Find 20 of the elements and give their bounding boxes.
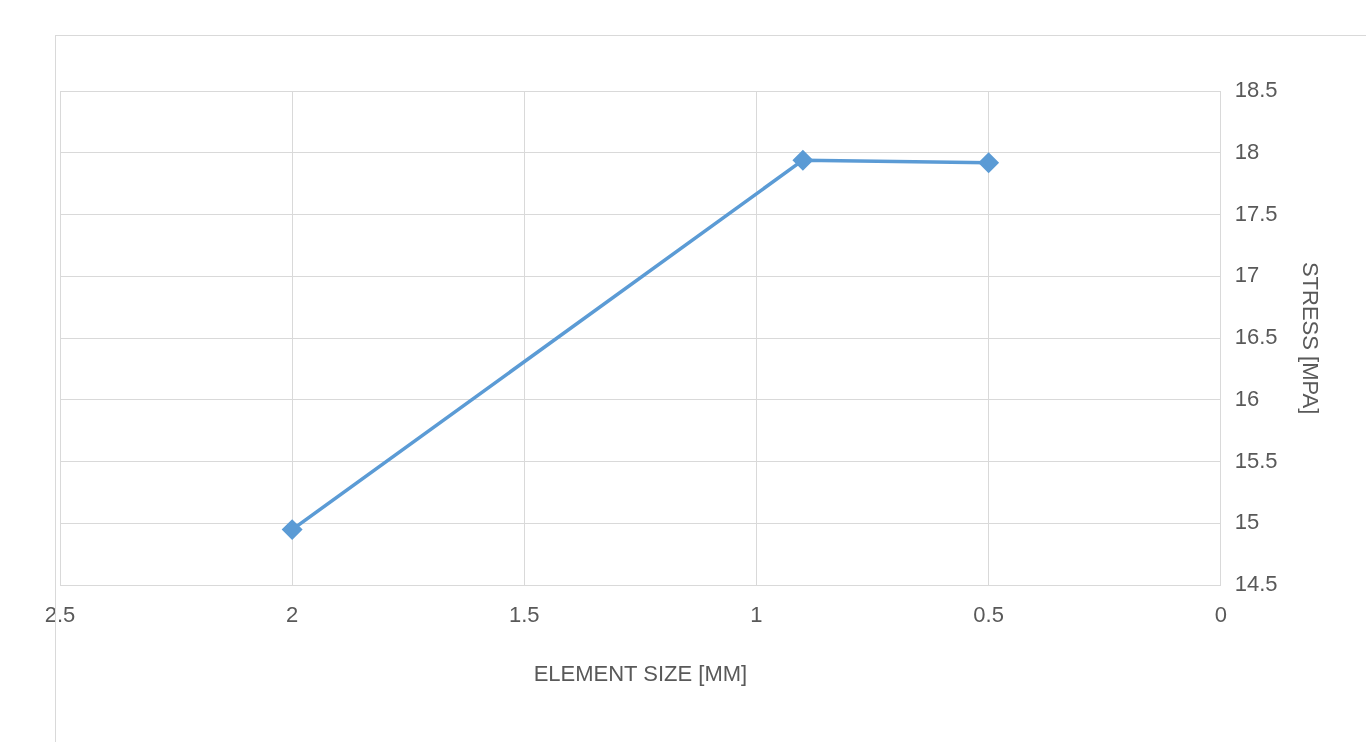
point [282, 519, 302, 540]
x-tick-label: 0 [1214, 602, 1227, 628]
y-tick-label: 15 [1234, 509, 1260, 535]
y-tick-label: 16 [1234, 385, 1260, 411]
y-tick-label: 16.5 [1234, 324, 1278, 350]
point [978, 152, 999, 173]
y-tick-label: 17.5 [1234, 200, 1278, 226]
y-tick-label: 18.5 [1234, 77, 1278, 103]
point [793, 150, 813, 170]
y-tick-label: 17 [1234, 262, 1260, 288]
x-tick-label: 1 [750, 602, 763, 628]
x-axis-title: ELEMENT SIZE [MM] [533, 660, 748, 686]
y-tick-label: 18 [1234, 138, 1260, 164]
x-tick-label: 2.5 [44, 602, 76, 628]
y-tick-label: 15.5 [1234, 447, 1278, 473]
y-tick-label: 14.5 [1234, 571, 1278, 597]
x-tick-label: 1.5 [509, 602, 540, 628]
x-tick-label: 0.5 [973, 602, 1004, 628]
y-axis-title: STRESS [MPA] [1297, 261, 1323, 415]
x-tick-label: 2 [286, 602, 299, 628]
